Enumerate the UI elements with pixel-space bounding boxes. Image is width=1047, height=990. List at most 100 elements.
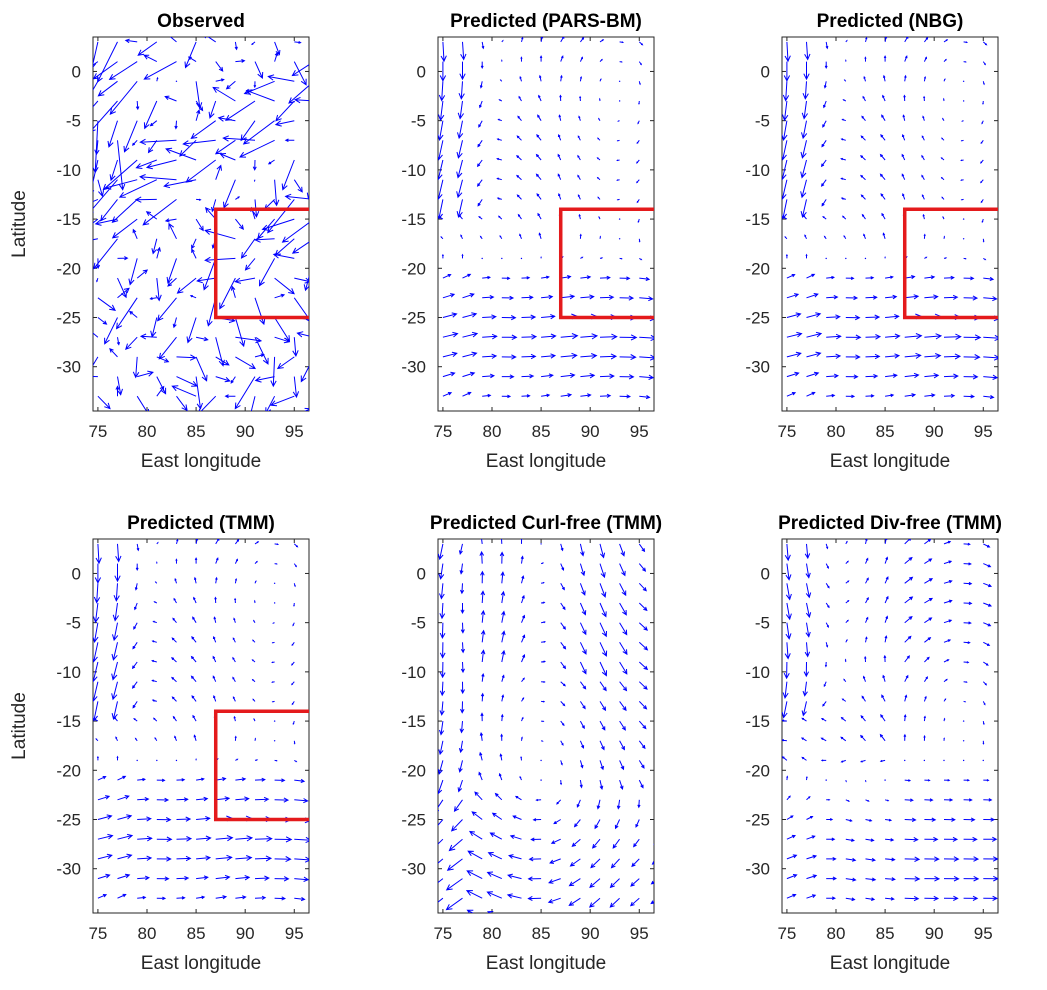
vector-arrow bbox=[204, 37, 216, 43]
vector-arrow bbox=[235, 916, 241, 918]
vector-arrow bbox=[843, 235, 847, 240]
vector-arrow bbox=[476, 179, 483, 187]
vector-arrow bbox=[439, 701, 445, 716]
vector-arrow bbox=[219, 277, 236, 310]
vector-arrow bbox=[462, 391, 472, 397]
vector-arrow bbox=[194, 557, 198, 564]
vector-arrow bbox=[616, 799, 621, 810]
vector-arrow bbox=[787, 914, 794, 918]
vector-arrow bbox=[638, 563, 647, 572]
vector-arrow bbox=[93, 238, 118, 270]
vector-arrow bbox=[312, 701, 314, 706]
vector-arrow bbox=[599, 661, 607, 677]
vector-arrow bbox=[580, 275, 592, 280]
vector-arrow bbox=[904, 779, 912, 782]
panel-5: Predicted Curl-free (TMM) 75 80 85 90 95 0 -5 -1… bbox=[401, 513, 666, 974]
vector-arrow bbox=[924, 414, 930, 416]
vector-arrow bbox=[501, 276, 511, 280]
y-tick-label: -30 bbox=[56, 860, 81, 879]
vector-arrow bbox=[314, 760, 316, 762]
vector-arrow bbox=[659, 564, 666, 567]
vector-arrow bbox=[560, 563, 565, 572]
vector-arrow bbox=[540, 562, 545, 565]
vector-arrow bbox=[291, 642, 295, 647]
vector-arrow bbox=[521, 37, 524, 43]
vector-arrow bbox=[109, 159, 118, 182]
vector-arrow bbox=[498, 215, 503, 220]
vector-arrow bbox=[501, 315, 517, 321]
vector-arrow bbox=[541, 700, 546, 703]
vector-arrow bbox=[560, 681, 566, 687]
vector-arrow bbox=[97, 776, 107, 781]
vector-arrow bbox=[254, 580, 257, 584]
vector-arrow bbox=[117, 140, 126, 191]
vector-arrow bbox=[133, 717, 138, 722]
vector-arrow bbox=[658, 800, 660, 805]
vector-arrow bbox=[616, 179, 620, 181]
y-tick-label: -20 bbox=[745, 761, 770, 780]
vector-arrow bbox=[235, 218, 244, 230]
vector-arrow bbox=[826, 314, 841, 320]
vector-arrow bbox=[497, 118, 502, 122]
vector-arrow bbox=[801, 717, 807, 722]
vector-arrow bbox=[192, 616, 197, 623]
vector-arrow bbox=[108, 61, 138, 80]
vector-dot bbox=[825, 257, 827, 260]
vector-arrow bbox=[462, 331, 479, 338]
vector-arrow bbox=[983, 563, 992, 568]
vector-arrow bbox=[117, 775, 127, 781]
vector-arrow bbox=[474, 791, 483, 801]
vector-arrow bbox=[983, 582, 993, 588]
vector-arrow bbox=[147, 140, 158, 154]
vector-arrow bbox=[191, 636, 197, 643]
vector-arrow bbox=[846, 416, 850, 417]
vector-arrow bbox=[234, 735, 237, 741]
region-box bbox=[558, 207, 654, 320]
vector-arrow bbox=[880, 713, 886, 722]
vector-arrow bbox=[842, 215, 847, 220]
vector-arrow bbox=[94, 218, 118, 226]
vector-arrow bbox=[865, 877, 877, 882]
vector-arrow bbox=[143, 54, 158, 63]
vector-arrow bbox=[884, 799, 890, 802]
vector-arrow bbox=[460, 681, 465, 695]
vector-arrow bbox=[580, 373, 596, 379]
vector-arrow bbox=[234, 597, 237, 604]
vector-arrow bbox=[112, 622, 119, 642]
vector-arrow bbox=[271, 641, 275, 644]
vector-arrow bbox=[501, 354, 517, 360]
vector-dot bbox=[273, 740, 276, 742]
vector-arrow bbox=[314, 278, 325, 293]
vector-arrow bbox=[293, 96, 309, 104]
vector-arrow bbox=[806, 371, 820, 378]
vector-arrow bbox=[442, 351, 458, 358]
x-tick-label: 80 bbox=[827, 422, 846, 441]
vector-arrow bbox=[638, 740, 646, 750]
vector-arrow bbox=[616, 198, 620, 201]
vector-arrow bbox=[1002, 219, 1004, 224]
vector-arrow bbox=[841, 118, 846, 122]
vector-arrow bbox=[619, 61, 623, 63]
vector-arrow bbox=[845, 619, 849, 624]
vector-arrow bbox=[97, 80, 118, 97]
vector-arrow bbox=[235, 835, 254, 842]
y-tick-label: -20 bbox=[745, 259, 770, 278]
vector-arrow bbox=[453, 799, 463, 812]
vector-arrow bbox=[802, 81, 809, 100]
vector-arrow bbox=[629, 897, 640, 907]
vector-arrow bbox=[440, 41, 447, 63]
x-tick-label: 95 bbox=[285, 924, 304, 943]
vector-arrow bbox=[981, 218, 984, 224]
vector-arrow bbox=[97, 317, 108, 325]
x-tick-label: 95 bbox=[630, 422, 649, 441]
vector-arrow bbox=[215, 835, 234, 842]
vector-arrow bbox=[923, 95, 926, 102]
vector-arrow bbox=[806, 835, 816, 840]
vector-arrow bbox=[782, 719, 787, 722]
vector-arrow bbox=[963, 621, 972, 625]
vector-arrow bbox=[134, 196, 157, 203]
vector-arrow bbox=[245, 89, 275, 102]
vector-arrow bbox=[659, 62, 661, 67]
vector-arrow bbox=[866, 415, 870, 416]
vector-arrow bbox=[638, 779, 644, 789]
